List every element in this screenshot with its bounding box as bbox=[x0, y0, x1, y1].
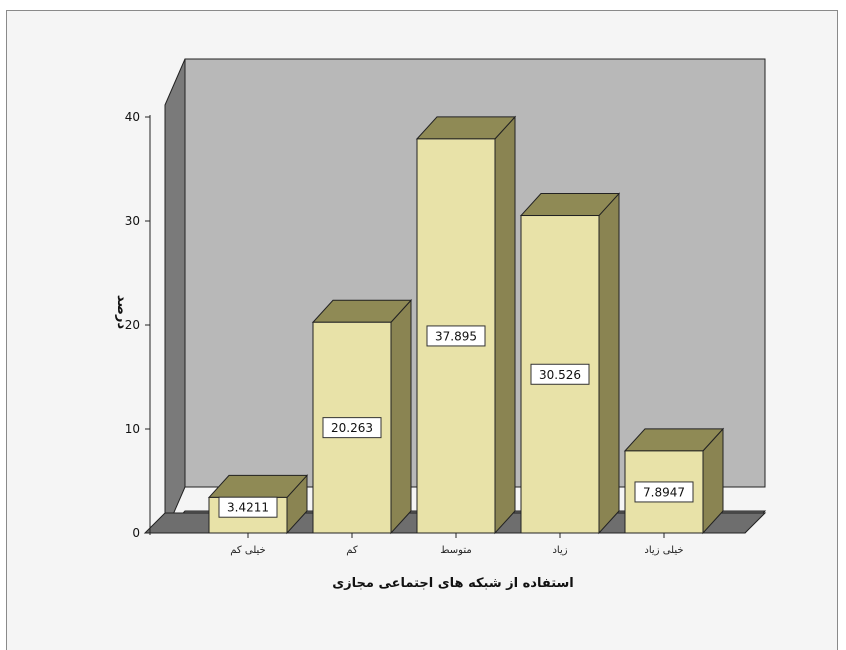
bar-side bbox=[494, 115, 516, 535]
x-axis-title: استفاده از شبکه های اجتماعی مجازی bbox=[332, 576, 574, 591]
value-label-box bbox=[322, 417, 382, 439]
y-tick-label: 10 bbox=[125, 422, 140, 436]
bar-side bbox=[390, 298, 412, 535]
bars: 3.4211 20.263 37.895 30.526 7.8947 bbox=[207, 115, 725, 535]
y-axis-title: درصد bbox=[114, 295, 129, 330]
x-tick-label: کم bbox=[346, 545, 358, 556]
x-tick-label: خیلی زیاد bbox=[644, 545, 683, 556]
value-label: 3.4211 bbox=[227, 501, 269, 515]
value-label: 7.8947 bbox=[643, 485, 685, 499]
x-axis: خیلی کم کم متوسط زیاد خیلی زیاد bbox=[150, 532, 745, 556]
y-tick-label: 30 bbox=[125, 214, 140, 228]
y-axis: 0 10 20 30 40 bbox=[125, 110, 151, 540]
y-tick-label: 0 bbox=[132, 526, 140, 540]
x-tick-label: خیلی کم bbox=[230, 545, 265, 556]
plot-left-wall bbox=[164, 58, 186, 534]
value-label: 20.263 bbox=[331, 421, 373, 435]
x-tick-label: زیاد bbox=[552, 545, 567, 556]
y-tick-label: 20 bbox=[125, 318, 140, 332]
y-tick-label: 40 bbox=[125, 110, 140, 124]
value-label: 37.895 bbox=[435, 329, 477, 343]
value-label: 30.526 bbox=[539, 368, 581, 382]
value-label-box bbox=[530, 363, 590, 385]
x-tick-label: متوسط bbox=[440, 545, 471, 556]
value-label-box bbox=[634, 481, 694, 503]
value-label-box bbox=[218, 496, 278, 518]
value-label-box bbox=[426, 325, 486, 347]
bar-side bbox=[598, 192, 620, 535]
